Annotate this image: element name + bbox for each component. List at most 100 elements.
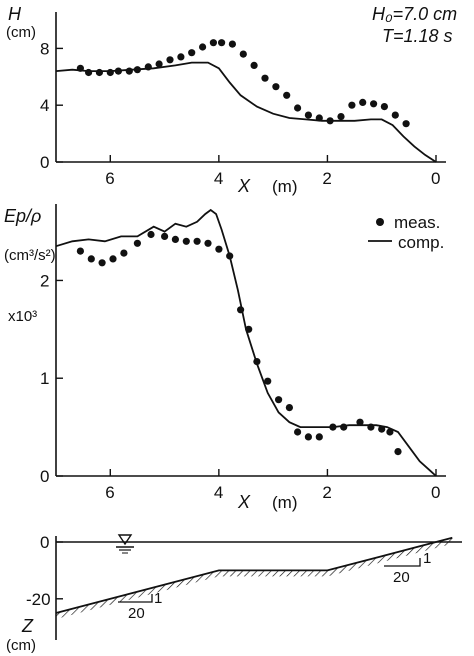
data-point-meas	[199, 43, 207, 51]
x-tick-label: 2	[322, 169, 331, 188]
x-tick-label: 6	[105, 169, 114, 188]
data-point-meas	[283, 91, 291, 99]
legend-meas-marker	[376, 218, 384, 226]
data-point-meas	[370, 100, 378, 108]
data-point-meas	[182, 237, 190, 245]
data-point-meas	[378, 425, 386, 433]
data-point-meas	[261, 74, 269, 82]
data-point-meas	[161, 232, 169, 240]
slope-left-rise: 1	[154, 590, 162, 607]
data-point-meas	[85, 68, 93, 77]
y-tick-label: 0	[40, 153, 49, 172]
water-level-icon	[116, 534, 134, 554]
data-point-meas	[133, 66, 141, 74]
data-point-meas	[98, 259, 106, 267]
data-point-meas	[239, 50, 247, 58]
data-point-meas	[226, 252, 234, 260]
data-point-meas	[114, 67, 122, 75]
y-label-H: H	[8, 4, 22, 24]
data-point-meas	[304, 433, 312, 441]
data-point-meas	[245, 325, 253, 333]
y-label-Z: Z	[21, 616, 34, 636]
x-tick-label: 4	[214, 483, 223, 502]
x-label-Ep: X	[237, 492, 251, 512]
data-point-meas	[177, 53, 185, 61]
data-point-meas	[188, 49, 196, 57]
series-meas-points-H	[76, 39, 410, 128]
data-point-meas	[326, 117, 334, 125]
data-point-meas	[193, 237, 201, 245]
y-tick-label: 0	[40, 467, 49, 486]
data-point-meas	[76, 247, 84, 255]
y-label-Ep: Ep/ρ	[4, 206, 41, 226]
panel-bottom-profile: 0 -20 20 1 20 1 Z (cm)	[6, 533, 462, 654]
z-tick-label: 0	[40, 533, 49, 552]
data-point-meas	[106, 68, 114, 77]
y-tick-label: 4	[40, 96, 49, 115]
seabed-profile	[55, 536, 453, 614]
data-point-meas	[253, 358, 261, 366]
slope-marker-left: 20 1	[118, 590, 162, 622]
panel-wave-height: H (cm) H₀=7.0 cm T=1.18 s 6 4 2 0 0 4 8 X (m)	[6, 4, 457, 196]
data-point-meas	[209, 39, 217, 47]
data-point-meas	[144, 63, 152, 71]
data-point-meas	[228, 40, 236, 48]
series-comp-line-Ep	[55, 208, 437, 477]
y-scale-note: x10³	[8, 308, 37, 325]
data-point-meas	[380, 103, 388, 111]
slope-left-run: 20	[128, 605, 145, 622]
slope-right-run: 20	[393, 569, 410, 586]
data-point-meas	[386, 428, 394, 436]
data-point-meas	[120, 249, 128, 257]
data-point-meas	[147, 230, 155, 239]
x-tick-label: 0	[431, 483, 440, 502]
data-point-meas	[315, 114, 323, 122]
axes-H: 6 4 2 0 0 4 8	[40, 12, 446, 188]
data-point-meas	[237, 306, 245, 314]
x-tick-label: 2	[322, 483, 331, 502]
x-unit-Ep: (m)	[272, 493, 297, 512]
data-point-meas	[272, 83, 280, 91]
data-point-meas	[329, 423, 337, 431]
data-point-meas	[348, 101, 356, 109]
data-point-meas	[367, 423, 375, 431]
data-point-meas	[402, 120, 410, 128]
x-tick-label: 0	[431, 169, 440, 188]
data-point-meas	[250, 61, 258, 69]
x-label-H: X	[237, 176, 251, 196]
x-tick-label: 6	[105, 483, 114, 502]
data-point-meas	[294, 104, 302, 112]
data-point-meas	[340, 423, 348, 431]
data-point-meas	[133, 239, 141, 247]
data-point-meas	[87, 255, 95, 263]
y-tick-label: 2	[40, 271, 49, 290]
y-unit-Ep: (cm³/s²)	[4, 247, 56, 264]
data-point-meas	[264, 377, 272, 385]
data-point-meas	[359, 98, 367, 106]
y-unit-Z: (cm)	[6, 637, 36, 654]
axes-Z: 0 -20	[26, 533, 462, 640]
data-point-meas	[304, 111, 312, 119]
data-point-meas	[356, 418, 364, 426]
data-point-meas	[215, 245, 223, 253]
legend: meas. comp.	[368, 213, 444, 252]
slope-marker-right: 20 1	[384, 550, 431, 586]
data-point-meas	[337, 113, 345, 121]
slope-right-rise: 1	[423, 550, 431, 567]
legend-meas-label: meas.	[394, 213, 440, 232]
data-point-meas	[155, 60, 163, 68]
data-point-meas	[394, 448, 402, 456]
data-point-meas	[166, 56, 174, 64]
data-point-meas	[204, 239, 212, 247]
data-point-meas	[76, 64, 84, 72]
y-tick-label: 8	[40, 39, 49, 58]
panel-energy-flux: Ep/ρ (cm³/s²) x10³ meas. comp. 6 4 2 0 0 1 2 X…	[4, 204, 446, 512]
annotation-period: T=1.18 s	[382, 26, 453, 46]
x-tick-label: 4	[214, 169, 223, 188]
legend-comp-label: comp.	[398, 233, 444, 252]
data-point-meas	[95, 68, 103, 77]
data-point-meas	[125, 67, 133, 75]
annotation-wave-height: H₀=7.0 cm	[372, 4, 457, 24]
data-point-meas	[275, 396, 283, 404]
data-point-meas	[171, 235, 179, 243]
